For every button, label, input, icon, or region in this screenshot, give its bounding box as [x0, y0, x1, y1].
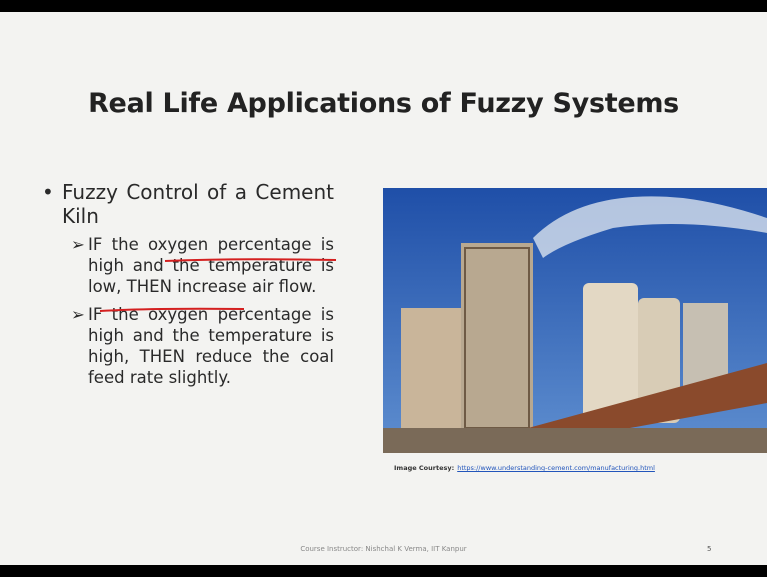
slide: Real Life Applications of Fuzzy Systems … [0, 12, 767, 565]
caption-link[interactable]: https://www.understanding-cement.com/man… [457, 464, 655, 472]
red-underline [100, 309, 244, 311]
image-caption: Image Courtesy:https://www.understanding… [394, 464, 655, 472]
photo [383, 188, 767, 453]
caption-label: Image Courtesy: [394, 464, 454, 472]
screen: Real Life Applications of Fuzzy Systems … [0, 0, 767, 577]
building [401, 308, 461, 428]
red-underline [165, 259, 336, 261]
ground [383, 428, 767, 453]
page-number: 5 [707, 545, 711, 553]
tower [461, 243, 533, 433]
footer: Course Instructor: Nishchal K Verma, IIT… [0, 545, 767, 553]
